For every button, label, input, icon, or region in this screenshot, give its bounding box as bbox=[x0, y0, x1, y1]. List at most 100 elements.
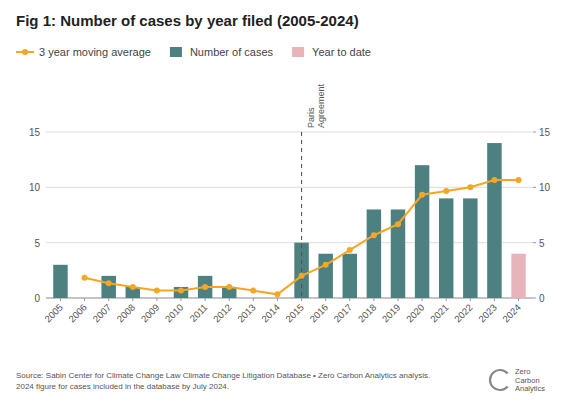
y-tick-label: 15 bbox=[29, 127, 41, 138]
x-tick bbox=[60, 298, 61, 301]
x-tick-label: 2015 bbox=[283, 302, 306, 325]
y2-tick bbox=[533, 132, 536, 133]
logo-text: Analytics bbox=[515, 384, 545, 393]
x-tick-label: 2011 bbox=[187, 302, 209, 324]
bar bbox=[367, 209, 381, 298]
x-tick bbox=[253, 298, 254, 301]
bar bbox=[343, 254, 357, 298]
legend-swatch bbox=[292, 47, 304, 57]
bar bbox=[511, 254, 525, 298]
x-axis-line bbox=[46, 298, 533, 299]
x-tick bbox=[205, 298, 206, 301]
x-tick bbox=[132, 298, 133, 301]
y2-tick-label: 10 bbox=[539, 182, 551, 193]
x-tick bbox=[301, 298, 302, 301]
x-tick bbox=[470, 298, 471, 301]
chart: Fig 1: Number of cases by year filed (20… bbox=[0, 0, 579, 407]
line-marker bbox=[395, 221, 401, 227]
line-marker bbox=[491, 177, 497, 183]
line-marker bbox=[371, 232, 377, 238]
x-tick bbox=[422, 298, 423, 301]
line-marker bbox=[274, 291, 280, 297]
bar bbox=[246, 298, 260, 299]
line-marker bbox=[82, 275, 88, 281]
x-tick-label: 2014 bbox=[259, 302, 282, 325]
y-tick-label: 0 bbox=[34, 293, 40, 304]
line-marker bbox=[516, 177, 522, 183]
x-tick bbox=[518, 298, 519, 301]
bar bbox=[174, 287, 188, 298]
x-tick-label: 2010 bbox=[163, 302, 186, 325]
x-tick bbox=[84, 298, 85, 301]
line bbox=[85, 180, 519, 294]
x-tick-label: 2007 bbox=[90, 302, 113, 325]
footnote: Source: Sabin Center for Climate Change … bbox=[16, 371, 430, 391]
line-marker bbox=[443, 188, 449, 194]
plot-area bbox=[53, 132, 526, 298]
line-marker bbox=[347, 247, 353, 253]
grid bbox=[46, 132, 533, 298]
title: Fig 1: Number of cases by year filed (20… bbox=[16, 12, 359, 29]
bar bbox=[77, 298, 91, 299]
line-marker bbox=[299, 273, 305, 279]
x-tick-label: 2021 bbox=[428, 302, 451, 325]
line-marker bbox=[202, 284, 208, 290]
line-marker bbox=[130, 284, 136, 290]
bar bbox=[270, 298, 284, 299]
x-tick-label: 2020 bbox=[404, 302, 427, 325]
line-marker bbox=[226, 284, 232, 290]
line-marker bbox=[154, 288, 160, 294]
x-tick-label: 2006 bbox=[66, 302, 89, 325]
line-marker bbox=[419, 192, 425, 198]
x-tick-label: 2008 bbox=[114, 302, 137, 325]
bar bbox=[463, 198, 477, 298]
bar bbox=[391, 209, 405, 298]
line-marker bbox=[467, 184, 473, 190]
x-tick-label: 2019 bbox=[380, 302, 403, 325]
x-tick bbox=[397, 298, 398, 301]
x-tick-label: 2024 bbox=[500, 302, 523, 325]
legend-swatch-marker bbox=[22, 49, 28, 55]
line-marker bbox=[106, 280, 112, 286]
line-marker bbox=[323, 262, 329, 268]
y2-tick bbox=[533, 187, 536, 188]
x-tick-label: 2018 bbox=[356, 302, 379, 325]
bar bbox=[439, 198, 453, 298]
x-tick-label: 2023 bbox=[476, 302, 499, 325]
x-tick bbox=[373, 298, 374, 301]
legend-swatch bbox=[170, 47, 182, 57]
y2-tick-label: 5 bbox=[539, 238, 545, 249]
legend-item: Year to date bbox=[292, 46, 371, 58]
x-tick bbox=[494, 298, 495, 301]
x-tick bbox=[325, 298, 326, 301]
x-tick bbox=[446, 298, 447, 301]
bar bbox=[487, 143, 501, 298]
y2-tick bbox=[533, 242, 536, 243]
y2-tick-label: 15 bbox=[539, 127, 551, 138]
logo-mark bbox=[490, 370, 508, 390]
x-tick-label: 2017 bbox=[331, 302, 354, 325]
x-tick-label: 2016 bbox=[307, 302, 330, 325]
bar bbox=[53, 265, 67, 298]
grid-line bbox=[46, 132, 533, 133]
x-tick-label: 2013 bbox=[235, 302, 258, 325]
x-tick bbox=[349, 298, 350, 301]
x-tick-label: 2009 bbox=[139, 302, 162, 325]
x-tick bbox=[181, 298, 182, 301]
legend-item: 3 year moving average bbox=[16, 46, 151, 58]
bar bbox=[150, 298, 164, 299]
grid-line bbox=[46, 242, 533, 243]
bar bbox=[318, 254, 332, 298]
grid-line bbox=[46, 298, 533, 299]
grid-line bbox=[46, 187, 533, 188]
legend-item: Number of cases bbox=[170, 46, 274, 58]
x-tick bbox=[277, 298, 278, 301]
y-tick-label: 10 bbox=[29, 182, 41, 193]
y-tick-label: 5 bbox=[34, 238, 40, 249]
x-tick bbox=[108, 298, 109, 301]
legend: 3 year moving average Number of cases Year… bbox=[16, 46, 371, 58]
logo: ZeroCarbonAnalytics bbox=[490, 367, 545, 393]
legend-label: 3 year moving average bbox=[39, 46, 151, 58]
x-tick-label: 2022 bbox=[452, 302, 475, 325]
line-marker bbox=[178, 288, 184, 294]
